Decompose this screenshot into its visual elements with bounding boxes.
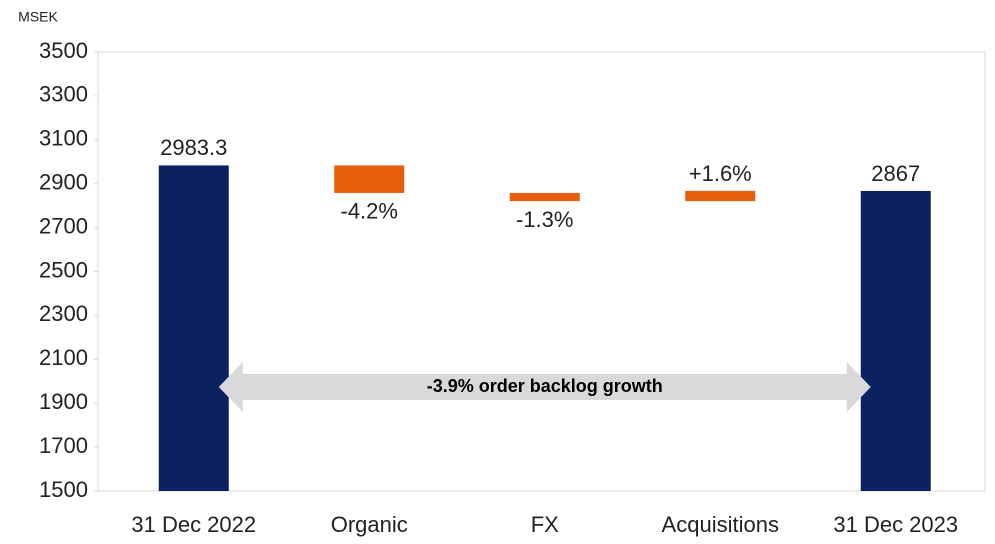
y-tick-label: 2100 [39,345,88,370]
x-tick-label: 31 Dec 2023 [833,512,958,537]
change-bar [334,165,405,193]
value-label: -1.3% [516,207,573,232]
x-tick-label: Acquisitions [662,512,779,537]
x-tick-label: FX [531,512,559,537]
annotation-arrow [218,362,871,412]
annotation: -3.9% order backlog growth [427,376,663,396]
value-label: 2867 [871,161,920,186]
y-tick-label: 2300 [39,301,88,326]
y-tick-label: 1900 [39,389,88,414]
y-tick-label: 2700 [39,213,88,238]
change-bar [509,192,580,202]
y-tick-label: 3500 [39,38,88,63]
value-label: +1.6% [689,161,752,186]
y-axis-label: MSEK [18,9,58,25]
total-bar [860,190,931,492]
value-label: -4.2% [341,199,398,224]
y-tick-label: 1500 [39,477,88,502]
x-tick-label: Organic [331,512,408,537]
y-tick-label: 3100 [39,126,88,151]
y-tick-label: 2500 [39,257,88,282]
value-label: 2983.3 [160,135,227,160]
y-tick-label: 3300 [39,82,88,107]
total-bar [158,165,229,491]
x-tick-label: 31 Dec 2022 [131,512,256,537]
plot-frame [97,51,986,492]
y-tick-label: 2900 [39,170,88,195]
change-bar [685,190,756,202]
y-tick-label: 1700 [39,433,88,458]
